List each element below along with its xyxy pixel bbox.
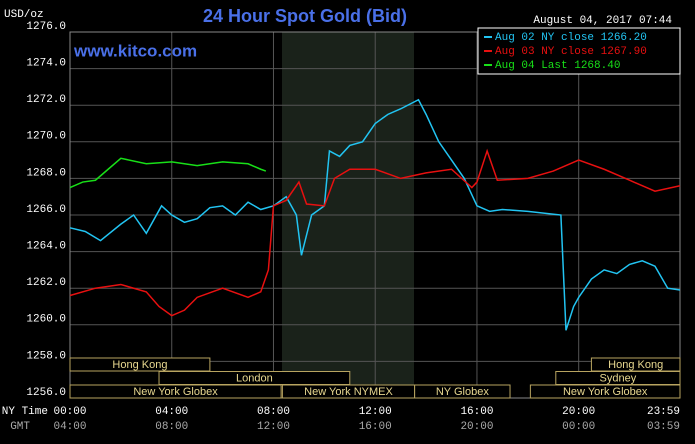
- legend-entry: Aug 02 NY close 1266.20: [495, 32, 647, 44]
- y-tick-label: 1258.0: [26, 350, 66, 362]
- x2-tick-label: 00:00: [562, 421, 595, 433]
- session-label: New York Globex: [563, 386, 648, 398]
- x2-tick-label: 04:00: [53, 421, 86, 433]
- x2-tick-label: 08:00: [155, 421, 188, 433]
- x2-axis-label: GMT: [10, 421, 30, 433]
- session-bar: [414, 384, 511, 399]
- session-bar: [69, 357, 211, 372]
- y-tick-label: 1260.0: [26, 314, 66, 326]
- session-bar: [529, 384, 681, 399]
- x-tick-label: 04:00: [155, 406, 188, 418]
- price-line: [69, 98, 681, 331]
- y-tick-label: 1264.0: [26, 241, 66, 253]
- session-bar: [69, 384, 282, 399]
- legend-box: [477, 27, 681, 75]
- watermark: www.kitco.com: [73, 41, 197, 60]
- x2-tick-label: 12:00: [257, 421, 290, 433]
- x-tick-label: 08:00: [257, 406, 290, 418]
- x-axis-label: NY Time: [2, 406, 48, 418]
- x-tick-label: 20:00: [562, 406, 595, 418]
- x2-tick-label: 20:00: [460, 421, 493, 433]
- y-tick-label: 1262.0: [26, 277, 66, 289]
- session-label: New York NYMEX: [304, 386, 393, 398]
- y-tick-label: 1276.0: [26, 21, 66, 33]
- y-tick-label: 1256.0: [26, 387, 66, 399]
- session-label: London: [236, 372, 273, 384]
- session-label: Sydney: [600, 372, 637, 384]
- y-tick-label: 1272.0: [26, 94, 66, 106]
- timestamp: August 04, 2017 07:44: [533, 15, 672, 27]
- legend-entry: Aug 03 NY close 1267.90: [495, 46, 647, 58]
- chart-title: 24 Hour Spot Gold (Bid): [203, 6, 407, 26]
- x-tick-label: 12:00: [359, 406, 392, 418]
- session-label: New York Globex: [133, 386, 218, 398]
- session-label: NY Globex: [436, 386, 489, 398]
- price-line: [69, 157, 267, 189]
- y-axis-label: USD/oz: [4, 9, 44, 21]
- price-line: [69, 148, 681, 317]
- y-tick-label: 1266.0: [26, 204, 66, 216]
- x2-tick-label: 16:00: [359, 421, 392, 433]
- y-tick-label: 1270.0: [26, 131, 66, 143]
- x-tick-label: 16:00: [460, 406, 493, 418]
- session-label: Hong Kong: [608, 359, 663, 371]
- y-tick-label: 1268.0: [26, 167, 66, 179]
- legend-entry: Aug 04 Last 1268.40: [495, 60, 620, 72]
- x2-tick-label: 03:59: [647, 421, 680, 433]
- x-tick-label: 00:00: [53, 406, 86, 418]
- session-label: Hong Kong: [112, 359, 167, 371]
- y-tick-label: 1274.0: [26, 58, 66, 70]
- x-tick-label: 23:59: [647, 406, 680, 418]
